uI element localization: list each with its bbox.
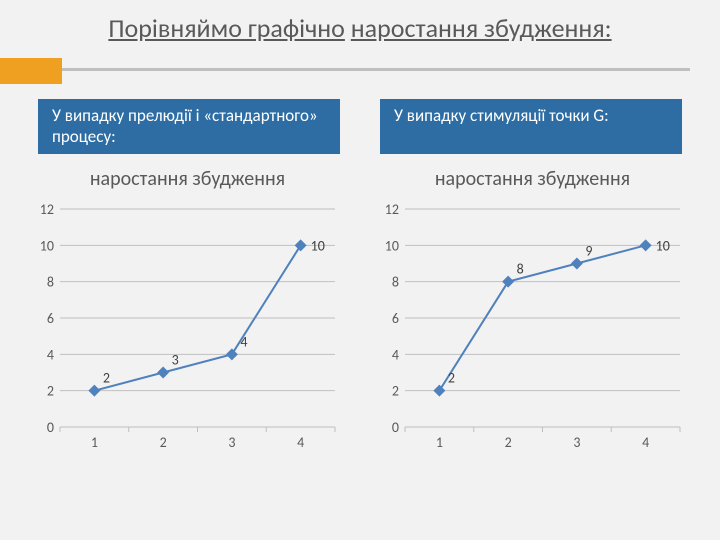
svg-text:10: 10 — [656, 237, 670, 254]
svg-text:9: 9 — [585, 242, 592, 259]
svg-text:8: 8 — [517, 260, 524, 277]
label-box-right: У випадку стимуляції точки G: — [380, 99, 682, 154]
chart-left: 024681012123423410 — [30, 197, 345, 457]
svg-text:4: 4 — [297, 434, 304, 451]
labels-row: У випадку прелюдії і «стандартного» проц… — [30, 99, 690, 154]
label-box-left: У випадку прелюдії і «стандартного» проц… — [38, 99, 340, 154]
svg-text:2: 2 — [47, 382, 54, 399]
title-phrase2: наростання збудження: — [351, 12, 612, 44]
svg-text:0: 0 — [47, 419, 54, 436]
svg-text:3: 3 — [172, 351, 179, 368]
svg-text:4: 4 — [642, 434, 649, 451]
svg-text:2: 2 — [505, 434, 512, 451]
chart-right-title: наростання збудження — [375, 168, 690, 191]
chart-right-block: наростання збудження 024681012123428910 — [375, 168, 690, 457]
svg-text:4: 4 — [47, 346, 54, 363]
svg-text:2: 2 — [103, 369, 110, 386]
svg-text:0: 0 — [392, 419, 399, 436]
svg-text:8: 8 — [392, 273, 399, 290]
svg-text:3: 3 — [573, 434, 580, 451]
svg-text:12: 12 — [385, 201, 399, 218]
chart-left-block: наростання збудження 024681012123423410 — [30, 168, 345, 457]
svg-text:12: 12 — [40, 201, 54, 218]
chart-right: 024681012123428910 — [375, 197, 690, 457]
divider-line — [62, 68, 690, 71]
svg-text:8: 8 — [47, 273, 54, 290]
accent-bar — [0, 58, 62, 84]
title-phrase1: Порівняймо графічно — [108, 12, 345, 44]
svg-text:2: 2 — [448, 369, 455, 386]
slide-title: Порівняймо графічно наростання збудження… — [30, 12, 690, 44]
svg-text:6: 6 — [392, 310, 399, 327]
svg-text:6: 6 — [47, 310, 54, 327]
svg-text:1: 1 — [91, 434, 98, 451]
svg-text:2: 2 — [160, 434, 167, 451]
svg-text:4: 4 — [240, 333, 247, 350]
svg-text:2: 2 — [392, 382, 399, 399]
charts-row: наростання збудження 024681012123423410 … — [30, 168, 690, 457]
chart-left-title: наростання збудження — [30, 168, 345, 191]
svg-text:10: 10 — [311, 237, 325, 254]
svg-text:3: 3 — [228, 434, 235, 451]
svg-text:10: 10 — [40, 237, 54, 254]
svg-text:10: 10 — [385, 237, 399, 254]
svg-text:4: 4 — [392, 346, 399, 363]
svg-text:1: 1 — [436, 434, 443, 451]
